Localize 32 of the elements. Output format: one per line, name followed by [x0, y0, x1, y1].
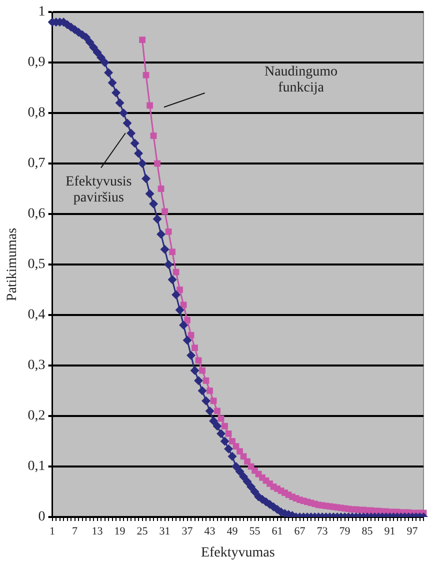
x-tick-label: 37 [182, 525, 194, 538]
y-tick-label: 0,3 [28, 358, 46, 374]
y-tick-label: 0 [38, 510, 46, 525]
x-tick-label: 1 [50, 525, 56, 538]
x-tick-label: 79 [339, 525, 351, 538]
y-tick-label: 0,4 [28, 308, 46, 323]
y-tick-label: 1 [38, 4, 46, 20]
annotation: Efektyvusis paviršius [66, 174, 132, 206]
y-axis-title: Patikimumas [5, 228, 20, 302]
x-tick-label: 61 [272, 525, 283, 538]
y-tick-label: 0,5 [28, 257, 46, 272]
x-tick-label: 43 [204, 525, 216, 538]
x-tick-label: 97 [406, 525, 418, 538]
x-tick-label: 67 [294, 525, 306, 538]
x-tick-label: 7 [72, 525, 78, 538]
y-tick-label: 0,7 [28, 156, 46, 172]
annotation: Naudingumo funkcija [264, 64, 338, 96]
x-tick-label: 91 [384, 525, 396, 538]
x-tick-label: 73 [316, 525, 328, 538]
y-tick-label: 0,9 [28, 55, 46, 70]
y-tick-label: 0,8 [28, 106, 46, 121]
x-tick-label: 19 [114, 525, 126, 538]
x-tick-label: 13 [92, 525, 104, 538]
x-tick-label: 31 [159, 525, 170, 538]
x-axis-title: Efektyvumas [200, 545, 275, 560]
y-tick-label: 0,6 [28, 206, 46, 222]
x-tick-label: 85 [362, 525, 374, 538]
y-tick-label: 0,2 [28, 408, 46, 424]
x-tick-label: 55 [249, 525, 261, 538]
x-tick-label: 49 [226, 525, 238, 538]
x-tick-label: 25 [136, 525, 148, 538]
y-tick-label: 0,1 [28, 459, 46, 474]
